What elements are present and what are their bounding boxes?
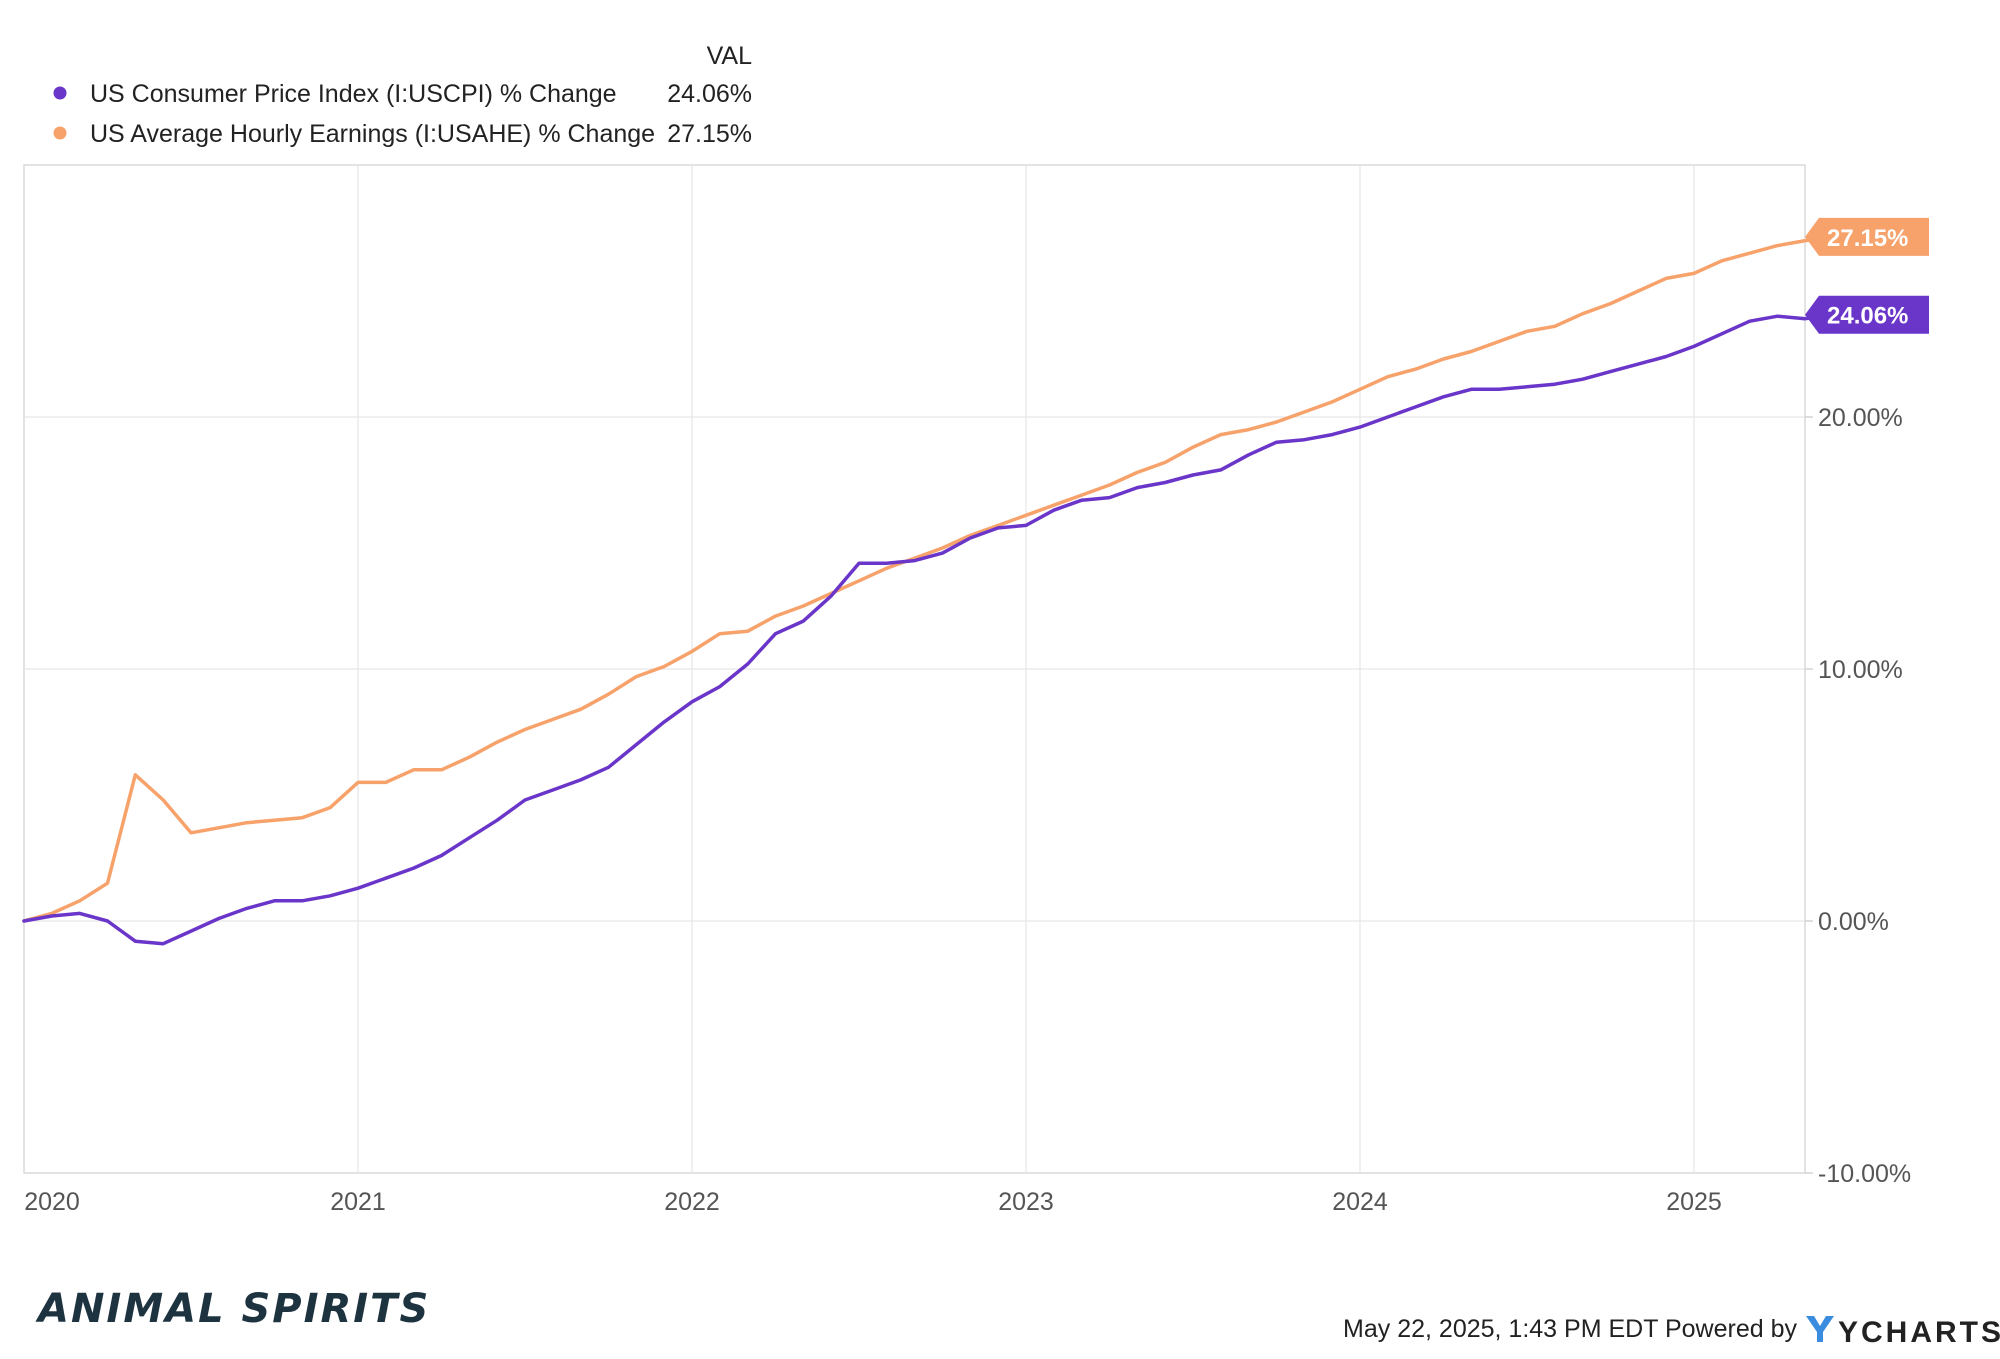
ycharts-logo-text: YCHARTS (1838, 1316, 2000, 1349)
y-tick-label: 20.00% (1818, 404, 1903, 432)
series-lines (22, 235, 1835, 946)
legend-value-earnings: 27.15% (667, 120, 752, 148)
legend-header: VAL (707, 42, 752, 70)
timestamp: May 22, 2025, 1:43 PM EDT Powered by (1343, 1315, 1797, 1343)
x-tick-label: 2021 (330, 1188, 386, 1216)
ycharts-logo[interactable]: YCHARTS (1806, 1316, 2000, 1349)
ycharts-y-icon (1806, 1316, 1834, 1342)
legend: VAL US Consumer Price Index (I:USCPI) % … (53, 42, 752, 148)
animal-spirits-logo-text: ANIMAL SPIRITS (35, 1286, 430, 1332)
animal-spirits-logo: ANIMAL SPIRITS (35, 1286, 430, 1332)
y-tick-label: 0.00% (1818, 908, 1889, 936)
end-labels: 24.06% 27.15% (1805, 217, 1929, 334)
y-tick-label: 10.00% (1818, 656, 1903, 684)
axes: 2020 2021 2022 2023 2024 2025 -10.00% 0.00% 10.0… (24, 404, 1911, 1216)
legend-value-cpi: 24.06% (667, 80, 752, 108)
end-label-text: 27.15% (1827, 225, 1908, 252)
end-label-flag (1805, 295, 1929, 334)
x-tick-label: 2024 (1332, 1188, 1388, 1216)
end-label-flag (1805, 217, 1929, 256)
footer: ANIMAL SPIRITS May 22, 2025, 1:43 PM EDT… (35, 1286, 2000, 1349)
series-line-cpi[interactable] (22, 312, 1835, 946)
y-tick-label: -10.00% (1818, 1160, 1911, 1188)
legend-label-earnings[interactable]: US Average Hourly Earnings (I:USAHE) % C… (90, 120, 655, 148)
x-tick-label: 2022 (664, 1188, 720, 1216)
legend-marker-earnings (53, 126, 67, 140)
legend-marker-cpi (53, 86, 67, 100)
end-label-cpi: 24.06% (1805, 295, 1929, 334)
x-tick-label: 2023 (998, 1188, 1054, 1216)
grid (24, 165, 1805, 1173)
series-line-earnings[interactable] (22, 235, 1835, 923)
end-label-text: 24.06% (1827, 303, 1908, 330)
end-label-earnings: 27.15% (1805, 217, 1929, 256)
x-tick-label: 2025 (1666, 1188, 1722, 1216)
legend-label-cpi[interactable]: US Consumer Price Index (I:USCPI) % Chan… (90, 80, 617, 108)
x-tick-label: 2020 (24, 1188, 80, 1216)
